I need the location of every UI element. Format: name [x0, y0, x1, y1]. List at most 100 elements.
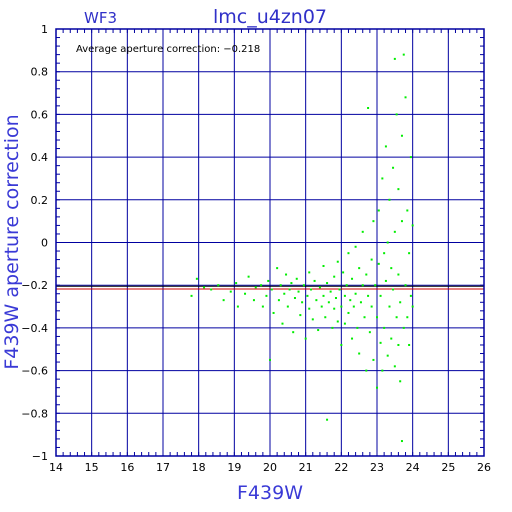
x-tick-label: 26 [477, 461, 491, 474]
y-tick-label: −1 [32, 450, 48, 463]
data-point [386, 241, 389, 244]
data-point [304, 337, 307, 340]
data-point [379, 341, 382, 344]
data-point [409, 294, 412, 297]
y-tick-label: 0.8 [31, 66, 49, 79]
data-point [277, 299, 280, 302]
data-point [329, 290, 332, 293]
x-tick-label: 24 [406, 461, 420, 474]
data-point [390, 267, 393, 270]
data-point [384, 279, 387, 282]
y-tick-label: −0.6 [21, 365, 48, 378]
data-point [324, 316, 327, 319]
data-point [376, 316, 378, 319]
data-point [400, 440, 403, 443]
data-point [283, 292, 286, 295]
y-tick-label: 0.4 [31, 151, 49, 164]
data-point [310, 288, 313, 291]
data-point [267, 279, 270, 282]
data-point [276, 267, 279, 270]
data-point [340, 305, 343, 308]
data-point [270, 288, 273, 291]
data-point [326, 282, 329, 285]
x-tick-label: 23 [370, 461, 384, 474]
data-point [308, 271, 311, 274]
data-point [236, 305, 239, 308]
data-point [402, 53, 405, 56]
data-point [377, 262, 380, 265]
data-point [195, 277, 198, 280]
data-points [190, 53, 414, 443]
y-tick-label: −0.2 [21, 279, 48, 292]
data-point [372, 220, 375, 223]
data-point [260, 284, 263, 287]
data-point [372, 358, 375, 361]
data-point [320, 305, 323, 308]
data-point [367, 106, 370, 109]
data-point [409, 156, 412, 159]
data-point [306, 294, 309, 297]
data-point [322, 294, 325, 297]
data-point [336, 320, 339, 323]
data-point [406, 209, 409, 212]
data-point [400, 220, 403, 223]
data-point [229, 290, 232, 293]
y-tick-label: 0.6 [31, 108, 49, 121]
x-tick-label: 17 [156, 461, 170, 474]
x-tick-label: 20 [263, 461, 277, 474]
data-point [318, 286, 321, 289]
data-point [383, 326, 386, 329]
chip-label: WF3 [84, 9, 117, 27]
data-point [327, 301, 330, 304]
data-point [386, 354, 389, 357]
data-point [397, 188, 400, 191]
data-point [345, 284, 348, 287]
data-point [297, 290, 300, 293]
data-point [317, 329, 320, 332]
y-tick-label: 0.2 [31, 194, 49, 207]
data-point [301, 301, 304, 304]
data-point [336, 260, 339, 263]
data-point [292, 331, 295, 334]
data-point [358, 352, 361, 355]
data-point [293, 297, 296, 300]
data-point [269, 358, 271, 361]
data-point [367, 294, 370, 297]
data-point [347, 311, 350, 314]
data-point [368, 331, 371, 334]
tick-labels: 14 15 16 17 18 19 20 21 22 23 24 25 26 1 0.8 0.6 0.4 0.2 0… [21, 23, 491, 474]
plot-frame [55, 28, 485, 457]
data-point [343, 322, 346, 325]
data-point [334, 297, 337, 300]
data-point [351, 337, 354, 340]
data-point [313, 279, 316, 282]
chart-title: lmc_u4zn07 [213, 6, 327, 28]
data-point [315, 299, 318, 302]
data-point [408, 343, 411, 346]
data-point [356, 326, 359, 329]
data-point [397, 343, 400, 346]
data-point [331, 326, 334, 329]
data-point [311, 318, 314, 321]
x-tick-label: 18 [192, 461, 206, 474]
data-point [190, 294, 193, 297]
data-point [217, 284, 220, 287]
data-point [393, 230, 396, 233]
data-point [361, 284, 364, 287]
data-point [404, 96, 407, 99]
data-point [383, 252, 386, 255]
data-point [308, 307, 311, 310]
data-point [365, 369, 368, 372]
data-point [363, 316, 366, 319]
data-point [333, 275, 336, 278]
data-point [244, 292, 247, 295]
data-point [370, 258, 373, 261]
y-tick-label: −0.8 [21, 407, 48, 420]
x-tick-label: 25 [441, 461, 455, 474]
data-point [390, 337, 393, 340]
data-point [222, 299, 225, 302]
data-point [235, 282, 238, 285]
data-point [354, 245, 357, 248]
data-point [379, 294, 382, 297]
